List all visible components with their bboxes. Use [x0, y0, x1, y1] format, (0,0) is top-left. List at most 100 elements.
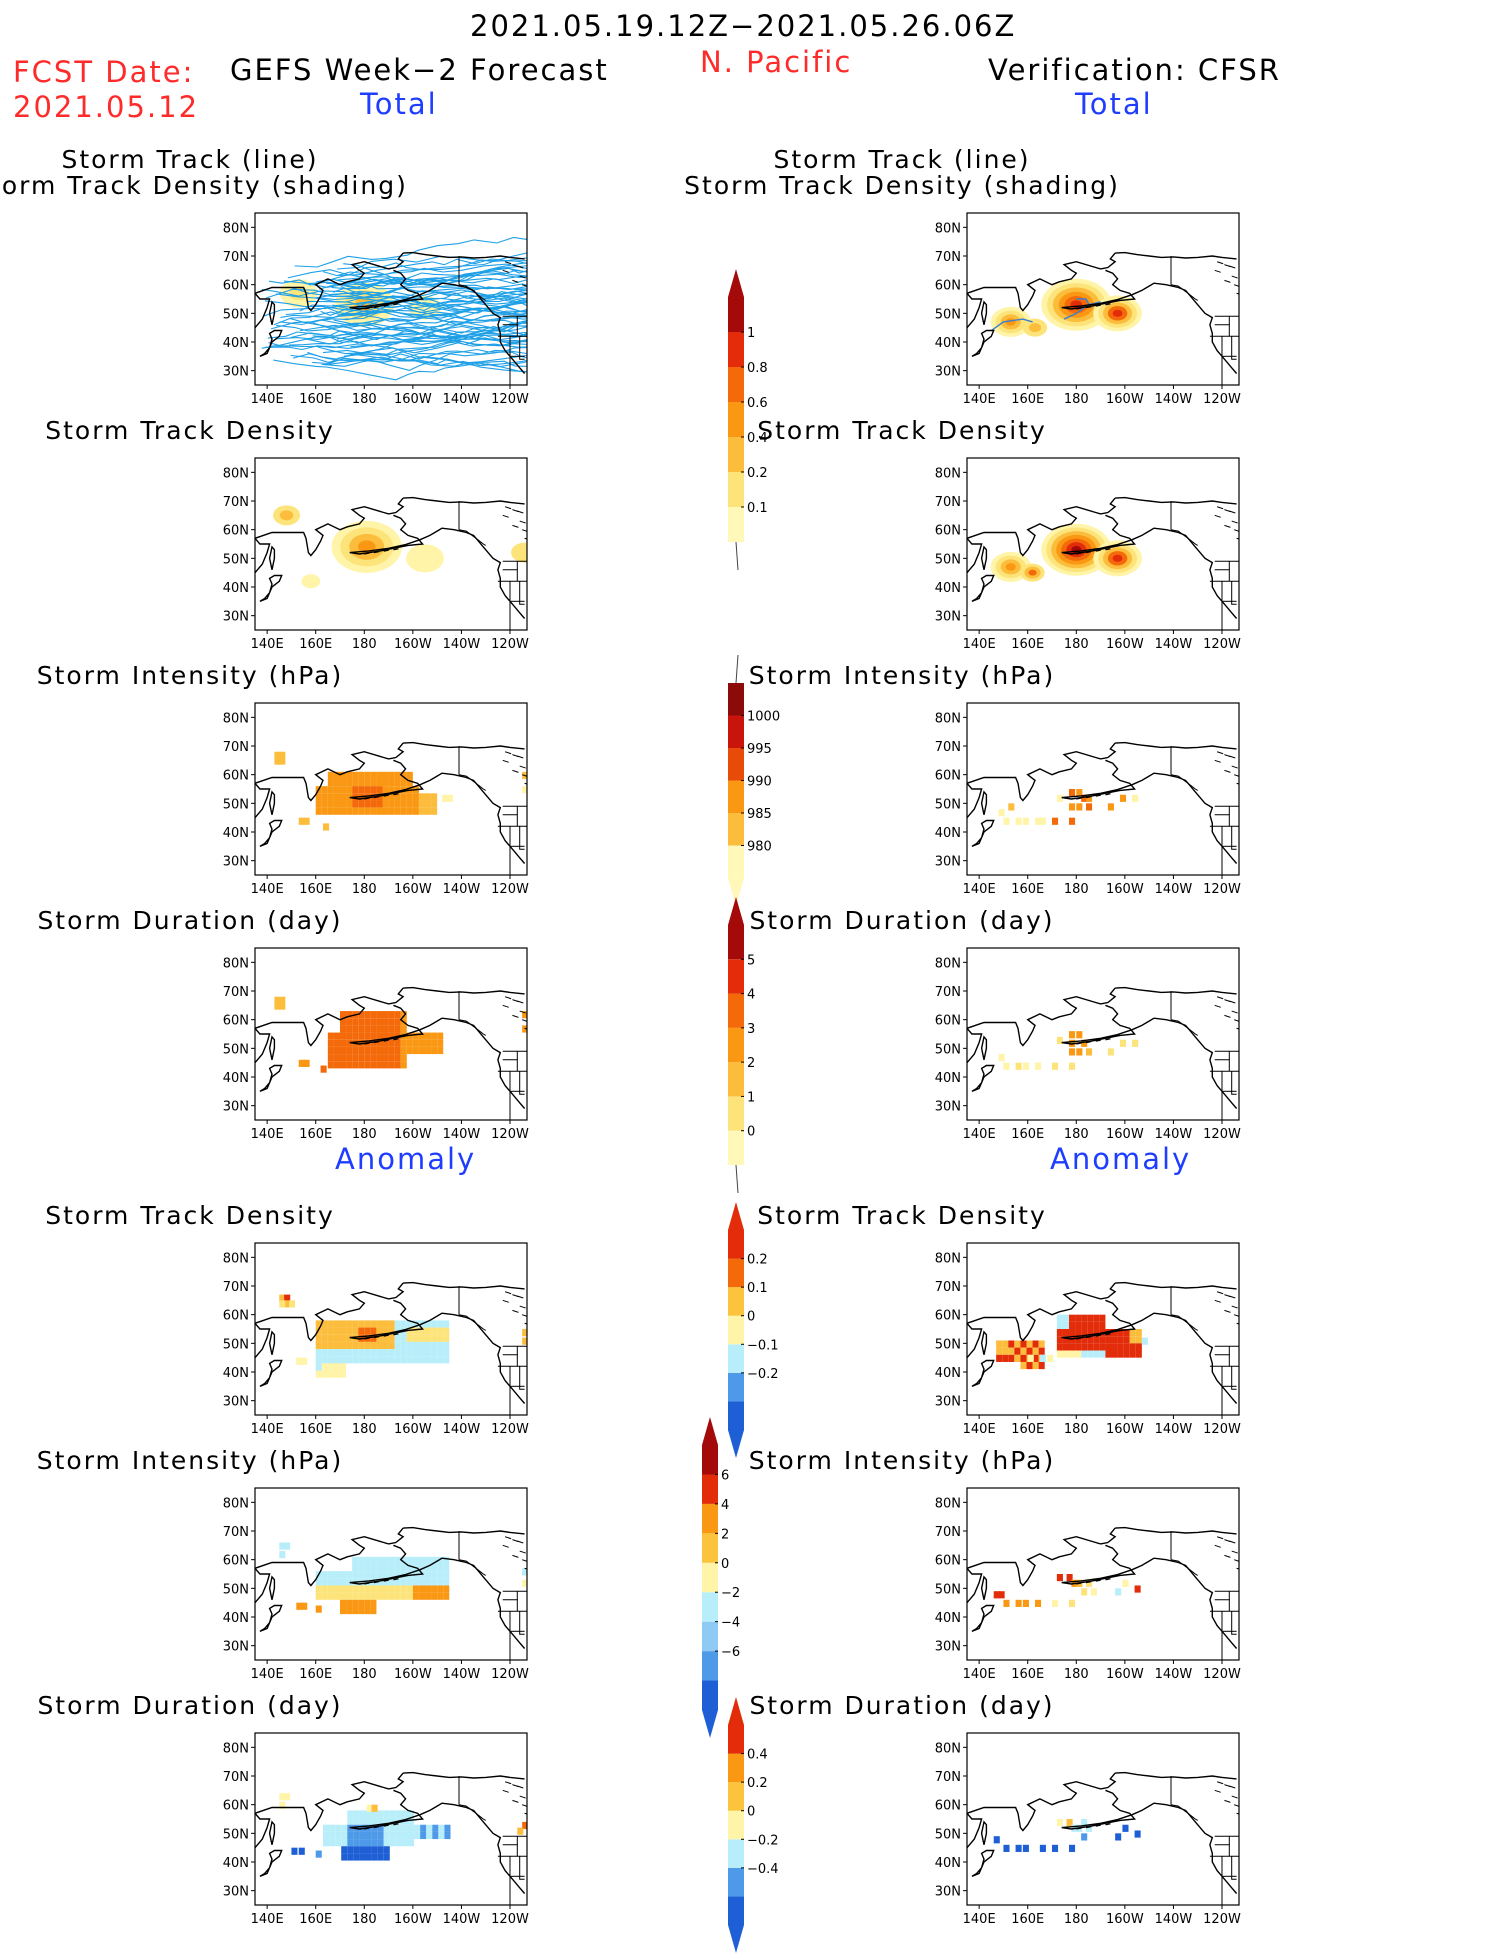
grid-cell — [446, 794, 453, 802]
grid-cell — [1117, 1336, 1124, 1344]
lon-tick-label: 160E — [299, 1912, 332, 1927]
grid-cell — [406, 1341, 413, 1350]
grid-cell — [394, 1578, 401, 1586]
grid-cell — [358, 1061, 365, 1069]
grid-cell — [315, 1356, 322, 1364]
grid-cell — [358, 807, 365, 815]
grid-cell — [1056, 1350, 1063, 1358]
grid-cell — [998, 1054, 1005, 1062]
colorbar-swatch — [728, 1027, 744, 1063]
grid-cell — [1062, 1336, 1069, 1344]
grid-cell — [303, 1059, 310, 1067]
grid-cell — [376, 1349, 383, 1357]
grid-cell — [394, 1356, 401, 1364]
grid-cell — [1107, 1048, 1114, 1056]
grid-cell — [388, 786, 395, 794]
lon-tick-label: 120W — [1203, 1912, 1241, 1927]
lat-tick-label: 60N — [935, 279, 961, 294]
lon-tick-label: 140E — [963, 1912, 996, 1927]
grid-cell — [346, 778, 353, 787]
grid-cell — [370, 1571, 377, 1579]
grid-cell — [1056, 1314, 1063, 1322]
grid-cell — [352, 786, 359, 794]
grid-cell — [426, 1831, 433, 1840]
grid-cell — [425, 1571, 432, 1579]
lon-tick-label: 140W — [1155, 882, 1193, 897]
grid-cell — [431, 1571, 438, 1579]
grid-cell — [1105, 1343, 1112, 1351]
grid-cell — [340, 1061, 347, 1069]
colorbar-label: 0 — [747, 1125, 755, 1140]
grid-cell — [370, 778, 377, 787]
grid-cell — [388, 1556, 395, 1564]
grid-cell — [327, 1571, 334, 1579]
grid-cell — [412, 1556, 419, 1564]
grid-cell — [1090, 1588, 1097, 1596]
grid-cell — [279, 751, 286, 759]
grid-cell — [358, 1018, 365, 1026]
grid-cell — [376, 1585, 383, 1593]
grid-cell — [358, 1592, 365, 1600]
colorbar-swatch — [728, 437, 744, 472]
colorbar-swatch — [728, 1344, 744, 1373]
grid-cell — [333, 1349, 340, 1357]
grid-cell — [443, 1334, 450, 1342]
grid-cell — [382, 1011, 389, 1019]
grid-cell — [425, 1320, 432, 1328]
colorbar-label: −0.2 — [747, 1367, 779, 1382]
grid-cell — [358, 1606, 365, 1615]
grid-cell — [1087, 1343, 1094, 1351]
grid-cell — [382, 1039, 389, 1047]
grid-cell — [1003, 1844, 1010, 1852]
lat-tick-label: 70N — [223, 740, 249, 755]
grid-cell — [412, 1578, 419, 1586]
grid-cell — [425, 1592, 432, 1600]
lon-tick-label: 180 — [352, 882, 377, 897]
grid-cell — [1020, 1354, 1027, 1362]
colorbar-label: 0 — [747, 1805, 755, 1820]
grid-cell — [425, 1556, 432, 1564]
lon-tick-label: 160W — [1106, 1667, 1144, 1682]
lon-tick-label: 120W — [1203, 637, 1241, 652]
grid-cell — [1003, 817, 1010, 825]
grid-cell — [383, 1817, 390, 1825]
grid-cell — [408, 1839, 415, 1847]
grid-cell — [406, 807, 413, 815]
grid-cell — [340, 786, 347, 794]
colorbar-swatch — [728, 1401, 744, 1458]
grid-cell — [412, 1320, 419, 1328]
lon-tick-label: 160W — [1106, 1422, 1144, 1437]
grid-cell — [431, 1563, 438, 1572]
grid-cell — [400, 1578, 407, 1586]
lon-tick-label: 160W — [394, 637, 432, 652]
grid-cell — [425, 1032, 432, 1040]
lat-tick-label: 70N — [935, 250, 961, 265]
grid-cell — [383, 1846, 390, 1854]
grid-cell — [346, 1320, 353, 1328]
grid-cell — [1081, 1336, 1088, 1344]
grid-cell — [333, 793, 340, 801]
grid-cell — [382, 1320, 389, 1328]
grid-cell — [431, 1556, 438, 1564]
grid-cell — [340, 1018, 347, 1026]
grid-cell — [431, 1327, 438, 1335]
grid-cell — [279, 757, 286, 765]
grid-cell — [394, 1349, 401, 1357]
grid-cell — [371, 1846, 378, 1854]
grid-cell — [1002, 1354, 1009, 1362]
grid-cell — [1135, 1329, 1142, 1337]
grid-cell — [358, 1046, 365, 1055]
grid-cell — [340, 1349, 347, 1357]
grid-cell — [377, 1831, 384, 1840]
lon-tick-label: 140W — [443, 1422, 481, 1437]
grid-cell — [358, 1563, 365, 1572]
forecast-intensity-anomaly: Storm Intensity (hPa) 80N 70N 60N 50N 40N 30N 1… — [0, 1448, 560, 1682]
grid-cell — [327, 1341, 334, 1350]
total-right: Total — [1075, 87, 1153, 121]
anomaly-right: Anomaly — [1050, 1142, 1192, 1176]
lon-tick-label: 160W — [1106, 882, 1144, 897]
grid-cell — [376, 1018, 383, 1026]
panel-title: Storm Track Density (shading) — [684, 171, 1120, 200]
grid-cell — [335, 1831, 342, 1840]
